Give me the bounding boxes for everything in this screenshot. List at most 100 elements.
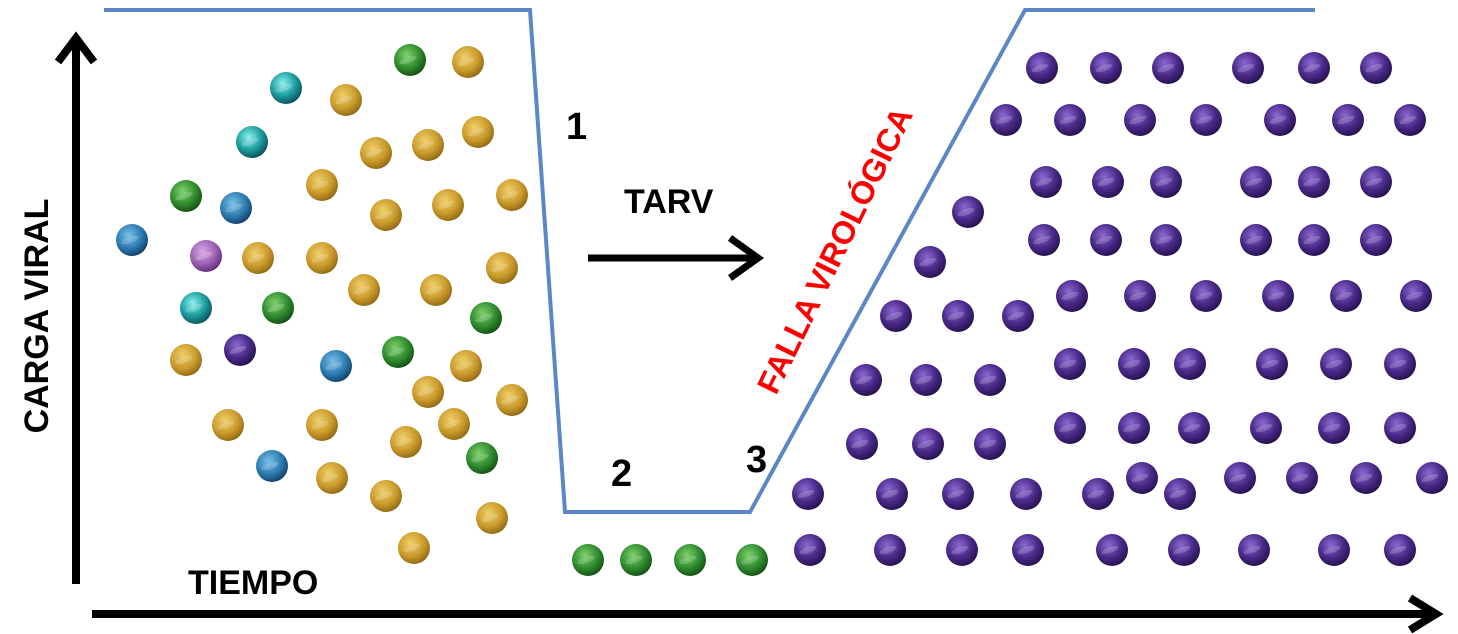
virus-highlight bbox=[1229, 473, 1247, 483]
virus-highlight bbox=[365, 148, 383, 158]
virus-particle-resistant bbox=[1190, 280, 1222, 312]
virus-highlight bbox=[457, 57, 475, 67]
virus-particle-resistant bbox=[990, 104, 1022, 136]
virus-particle-resistant bbox=[1360, 52, 1392, 84]
virus-highlight bbox=[1157, 63, 1175, 73]
virus-particle-resistant bbox=[1030, 166, 1062, 198]
virus-particle-resistant bbox=[1026, 52, 1058, 84]
virus-particle-mixed bbox=[398, 532, 430, 564]
virus-highlight bbox=[1365, 63, 1383, 73]
virus-particle-mixed bbox=[432, 189, 464, 221]
virus-particle-resistant bbox=[1240, 166, 1272, 198]
virus-particle-resistant bbox=[1002, 300, 1034, 332]
virus-particle-resistant bbox=[1056, 280, 1088, 312]
virus-particle-resistant bbox=[942, 478, 974, 510]
virus-particle-mixed bbox=[360, 137, 392, 169]
virus-highlight bbox=[387, 347, 405, 357]
virus-highlight bbox=[1129, 115, 1147, 125]
virus-highlight bbox=[311, 253, 329, 263]
virus-particle-resistant bbox=[1028, 224, 1060, 256]
virus-highlight bbox=[325, 361, 343, 371]
virus-highlight bbox=[1303, 177, 1321, 187]
virus-highlight bbox=[947, 489, 965, 499]
virus-particle-resistant bbox=[850, 364, 882, 396]
virus-particle-resistant bbox=[1082, 478, 1114, 510]
virus-particle-resistant bbox=[1332, 104, 1364, 136]
virus-highlight bbox=[1389, 545, 1407, 555]
virus-highlight bbox=[1097, 177, 1115, 187]
virus-particle-resistant bbox=[846, 428, 878, 460]
virus-particle-resistant bbox=[1164, 478, 1196, 510]
virus-highlight bbox=[995, 115, 1013, 125]
virus-highlight bbox=[185, 303, 203, 313]
virus-particle-resistant bbox=[1318, 412, 1350, 444]
virus-particle-mixed bbox=[190, 240, 222, 272]
virus-highlight bbox=[1303, 235, 1321, 245]
virus-highlight bbox=[881, 489, 899, 499]
virus-particle-mixed bbox=[412, 376, 444, 408]
virus-highlight bbox=[1183, 423, 1201, 433]
virus-highlight bbox=[225, 203, 243, 213]
virus-particle-resistant bbox=[1150, 166, 1182, 198]
virus-particle-resistant bbox=[1090, 52, 1122, 84]
virus-highlight bbox=[395, 437, 413, 447]
virus-highlight bbox=[1245, 177, 1263, 187]
virus-particle-resistant bbox=[1118, 348, 1150, 380]
virus-particle-resistant bbox=[1012, 534, 1044, 566]
virus-particle-mixed bbox=[316, 462, 348, 494]
virus-particle-suppressed bbox=[572, 544, 604, 576]
y-axis-label: CARGA VIRAL bbox=[18, 199, 56, 434]
virus-particle-mixed bbox=[420, 274, 452, 306]
virus-particle-resistant bbox=[974, 428, 1006, 460]
virus-particle-mixed bbox=[382, 336, 414, 368]
virus-highlight bbox=[1095, 63, 1113, 73]
virus-particle-resistant bbox=[1238, 534, 1270, 566]
virus-highlight bbox=[1303, 63, 1321, 73]
virus-particle-resistant bbox=[876, 478, 908, 510]
virus-particle-resistant bbox=[1360, 166, 1392, 198]
virus-particle-resistant bbox=[1054, 104, 1086, 136]
virus-particle-resistant bbox=[952, 196, 984, 228]
virus-particle-mixed bbox=[170, 180, 202, 212]
virus-particle-resistant bbox=[1232, 52, 1264, 84]
virus-highlight bbox=[957, 207, 975, 217]
virus-highlight bbox=[1337, 115, 1355, 125]
virus-particles bbox=[116, 44, 1448, 576]
virus-highlight bbox=[1399, 115, 1417, 125]
virus-highlight bbox=[1123, 423, 1141, 433]
virus-particle-resistant bbox=[1152, 52, 1184, 84]
virus-particle-resistant bbox=[1118, 412, 1150, 444]
virus-particle-resistant bbox=[1124, 104, 1156, 136]
x-axis-label: TIEMPO bbox=[188, 564, 318, 602]
virus-particle-mixed bbox=[486, 252, 518, 284]
virus-highlight bbox=[121, 235, 139, 245]
virus-particle-resistant bbox=[874, 534, 906, 566]
virus-highlight bbox=[467, 127, 485, 137]
virus-highlight bbox=[241, 137, 259, 147]
phase-marker-2: 2 bbox=[611, 453, 632, 495]
virus-highlight bbox=[947, 311, 965, 321]
treatment-arrow bbox=[588, 235, 765, 281]
virus-particle-mixed bbox=[450, 350, 482, 382]
virus-highlight bbox=[247, 253, 265, 263]
virus-particle-resistant bbox=[1250, 412, 1282, 444]
virus-particle-mixed bbox=[452, 46, 484, 78]
virus-highlight bbox=[1267, 291, 1285, 301]
y-axis-arrow bbox=[54, 31, 98, 584]
virus-particle-resistant bbox=[792, 478, 824, 510]
virus-particle-resistant bbox=[1224, 462, 1256, 494]
virus-particle-mixed bbox=[412, 129, 444, 161]
virus-highlight bbox=[321, 473, 339, 483]
virus-highlight bbox=[1179, 359, 1197, 369]
virus-highlight bbox=[1389, 359, 1407, 369]
virus-highlight bbox=[267, 303, 285, 313]
virus-highlight bbox=[1155, 177, 1173, 187]
virus-highlight bbox=[475, 313, 493, 323]
virus-particle-mixed bbox=[256, 450, 288, 482]
virus-particle-resistant bbox=[1298, 166, 1330, 198]
viral-load-curve bbox=[104, 8, 1315, 514]
virus-particle-resistant bbox=[1174, 348, 1206, 380]
virus-highlight bbox=[1059, 423, 1077, 433]
virus-highlight bbox=[951, 545, 969, 555]
virus-highlight bbox=[1325, 359, 1343, 369]
